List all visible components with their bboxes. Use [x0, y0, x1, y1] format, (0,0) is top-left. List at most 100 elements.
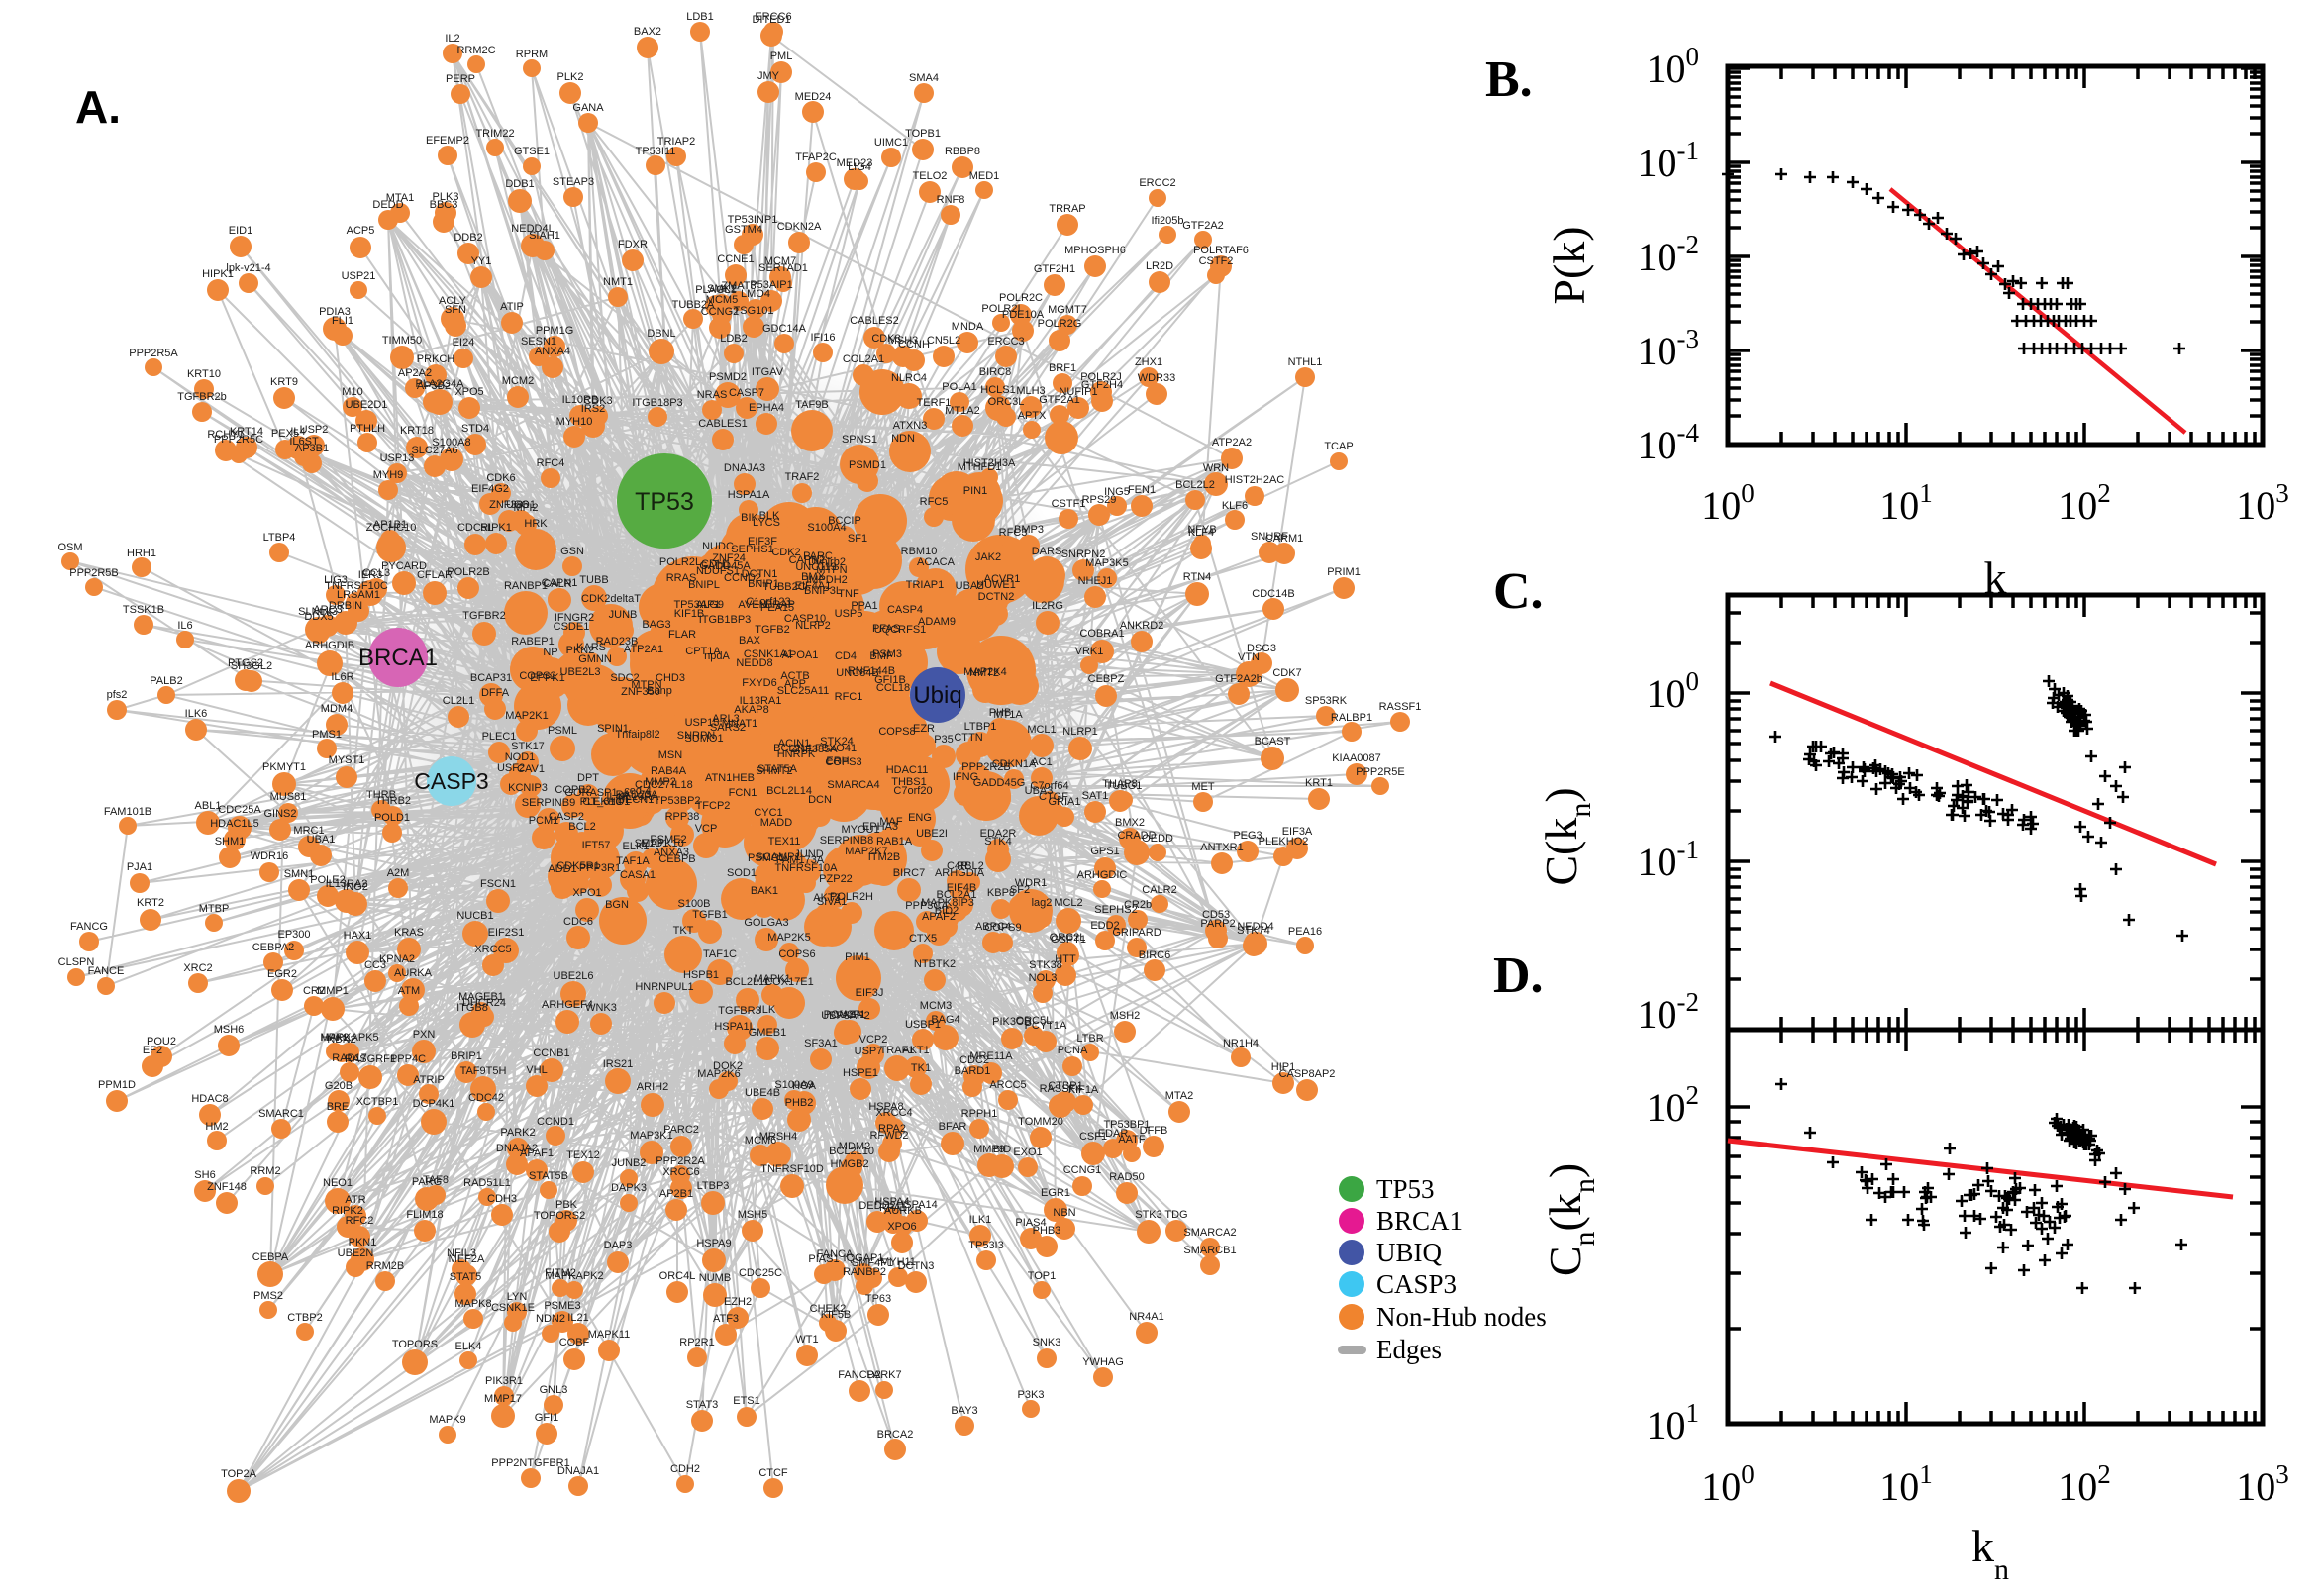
svg-text:ERCC2: ERCC2 — [1139, 177, 1175, 189]
svg-text:CCNG1: CCNG1 — [1063, 1164, 1102, 1176]
svg-text:SAT1: SAT1 — [1082, 790, 1109, 802]
svg-text:CALR2: CALR2 — [1142, 884, 1176, 896]
svg-text:MAPK11: MAPK11 — [588, 1329, 631, 1341]
svg-text:PIK3CD: PIK3CD — [992, 1016, 1032, 1028]
svg-text:GPS1: GPS1 — [1090, 846, 1119, 857]
svg-text:ILK: ILK — [759, 1004, 776, 1016]
svg-text:BGN: BGN — [605, 899, 629, 911]
svg-text:NEO1: NEO1 — [323, 1177, 353, 1189]
svg-text:MCL2: MCL2 — [1054, 897, 1082, 909]
svg-text:APTX: APTX — [1018, 410, 1047, 422]
svg-text:PHB: PHB — [989, 707, 1012, 719]
svg-text:USP13: USP13 — [380, 452, 415, 464]
svg-text:MAP2K1: MAP2K1 — [505, 710, 548, 722]
svg-text:BCL2L11: BCL2L11 — [725, 976, 769, 988]
svg-text:IL2RG: IL2RG — [1032, 600, 1063, 612]
svg-text:GNL3: GNL3 — [540, 1384, 568, 1396]
svg-text:NUFIP1: NUFIP1 — [1059, 386, 1097, 398]
svg-text:SNRPN: SNRPN — [677, 730, 716, 742]
svg-text:CEBPZ: CEBPZ — [1088, 673, 1125, 685]
svg-text:FCN1: FCN1 — [729, 787, 758, 799]
svg-text:RNF144B: RNF144B — [848, 665, 895, 677]
svg-text:MFI2: MFI2 — [513, 502, 538, 514]
svg-text:HNRNPUL1: HNRNPUL1 — [635, 981, 693, 993]
svg-text:HIP1: HIP1 — [1271, 1061, 1295, 1073]
svg-text:S100A9: S100A9 — [774, 1079, 813, 1091]
svg-text:USP15: USP15 — [685, 717, 720, 729]
svg-text:OSM: OSM — [57, 542, 82, 553]
svg-text:RRM2C: RRM2C — [456, 45, 495, 56]
svg-text:POLD1: POLD1 — [374, 812, 410, 824]
svg-text:FITM2: FITM2 — [545, 1267, 576, 1279]
svg-text:GORASP1: GORASP1 — [564, 787, 617, 799]
svg-text:USP5: USP5 — [835, 608, 863, 620]
svg-text:RAD23A: RAD23A — [616, 789, 658, 801]
svg-text:RANBP1: RANBP1 — [504, 580, 548, 592]
svg-text:SERPINB8: SERPINB8 — [820, 835, 873, 847]
svg-text:PPP4C: PPP4C — [390, 1053, 426, 1065]
svg-text:SIAH1: SIAH1 — [529, 230, 560, 242]
svg-text:XRCC5: XRCC5 — [474, 944, 511, 955]
svg-text:PLEKHO1: PLEKHO1 — [580, 796, 631, 808]
svg-text:CASA1: CASA1 — [620, 869, 656, 881]
svg-text:ATRIP: ATRIP — [413, 1074, 445, 1086]
svg-text:SLC25A11: SLC25A11 — [777, 685, 829, 697]
svg-text:P3K3: P3K3 — [1018, 1389, 1045, 1401]
svg-text:PPP2NTGFBR1: PPP2NTGFBR1 — [491, 1457, 569, 1469]
svg-text:HDAC11: HDAC11 — [886, 764, 929, 776]
svg-text:STAT5B: STAT5B — [529, 1170, 568, 1182]
svg-text:CDK5R1: CDK5R1 — [556, 860, 599, 872]
svg-text:MET: MET — [1191, 781, 1215, 793]
svg-text:PML: PML — [770, 50, 793, 62]
svg-text:ATM: ATM — [398, 985, 420, 997]
svg-text:IFT57: IFT57 — [582, 840, 611, 851]
svg-text:ATP2A2: ATP2A2 — [1212, 437, 1252, 449]
svg-text:PPP2R2B: PPP2R2B — [961, 761, 1011, 773]
svg-text:ILK1: ILK1 — [969, 1214, 992, 1226]
svg-text:HTT: HTT — [1055, 953, 1076, 965]
svg-text:CCNH: CCNH — [898, 339, 930, 350]
svg-text:EGR1: EGR1 — [1041, 1187, 1070, 1199]
svg-text:ARHGEF4: ARHGEF4 — [542, 999, 593, 1011]
svg-text:S100B: S100B — [677, 898, 710, 910]
svg-text:TUBG1: TUBG1 — [1106, 780, 1143, 792]
svg-text:UBE2D1: UBE2D1 — [346, 399, 388, 411]
svg-text:RPP38: RPP38 — [665, 811, 700, 823]
svg-text:CSTF2: CSTF2 — [1199, 255, 1234, 267]
svg-text:TFAP2C: TFAP2C — [795, 151, 837, 163]
svg-text:COPS3: COPS3 — [825, 756, 861, 768]
svg-text:MSN: MSN — [658, 749, 683, 761]
svg-text:TOPORS2: TOPORS2 — [534, 1210, 585, 1222]
svg-text:MAGEB1: MAGEB1 — [458, 991, 504, 1003]
svg-text:JAK2: JAK2 — [975, 551, 1001, 563]
svg-text:MED23: MED23 — [837, 157, 873, 169]
svg-text:BAX2: BAX2 — [634, 26, 661, 38]
svg-text:LTBR: LTBR — [1076, 1033, 1103, 1045]
svg-text:PARC: PARC — [803, 550, 833, 562]
svg-text:UQCRFS1: UQCRFS1 — [874, 624, 927, 636]
svg-text:GANA: GANA — [572, 102, 604, 114]
svg-text:MNDA: MNDA — [952, 321, 984, 333]
svg-text:PCYT1A: PCYT1A — [1025, 1020, 1067, 1032]
svg-text:STK4: STK4 — [984, 836, 1012, 848]
svg-text:CARM1: CARM1 — [1265, 533, 1304, 545]
svg-text:RPRM: RPRM — [516, 49, 548, 60]
svg-text:XRCC4: XRCC4 — [875, 1107, 912, 1119]
svg-text:RRAS: RRAS — [666, 572, 697, 584]
svg-text:TAF1C: TAF1C — [703, 948, 737, 960]
svg-text:ERCC3: ERCC3 — [987, 336, 1024, 348]
svg-text:SNRPN2: SNRPN2 — [1061, 549, 1106, 560]
svg-text:CASP4: CASP4 — [887, 604, 923, 616]
svg-text:APAF1: APAF1 — [520, 1147, 554, 1159]
svg-text:TNFRSF10D: TNFRSF10D — [760, 1163, 824, 1175]
svg-text:CCL3: CCL3 — [362, 567, 390, 579]
svg-text:CAPN1: CAPN1 — [542, 577, 578, 589]
svg-text:MTPN: MTPN — [631, 679, 661, 691]
svg-text:EZH2: EZH2 — [724, 1296, 752, 1308]
svg-text:MCL1: MCL1 — [1027, 724, 1056, 736]
svg-text:MMP17: MMP17 — [484, 1393, 522, 1405]
svg-text:CTTN: CTTN — [954, 732, 982, 744]
svg-text:C4R: C4R — [947, 860, 968, 872]
svg-text:MAPKAPK5: MAPKAPK5 — [320, 1032, 378, 1044]
svg-text:RP2R1: RP2R1 — [679, 1337, 714, 1348]
